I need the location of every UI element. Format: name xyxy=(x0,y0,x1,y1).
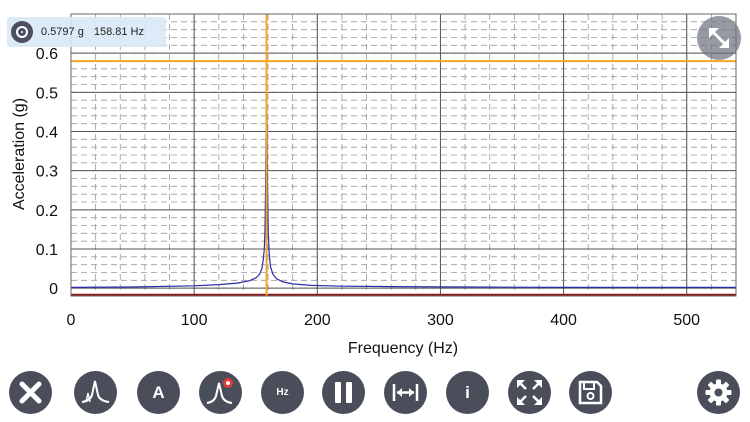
x-tick-label: 500 xyxy=(673,312,700,329)
y-tick-label: 0.1 xyxy=(36,242,58,259)
settings-button[interactable] xyxy=(697,371,740,414)
x-axis-ticks: 0 100 200 300 400 500 xyxy=(67,312,701,329)
x-tick-label: 200 xyxy=(304,312,331,329)
y-tick-label: 0.4 xyxy=(36,125,58,142)
amplitude-button[interactable]: A xyxy=(137,371,180,414)
x-tick-label: 300 xyxy=(427,312,454,329)
series-line xyxy=(70,60,736,288)
grid-minor xyxy=(70,13,737,296)
expand-arrows-icon xyxy=(517,380,542,405)
spectrum-settings-button[interactable] xyxy=(199,371,242,414)
spectrum-gear-icon xyxy=(206,378,233,404)
fit-width-icon xyxy=(392,384,419,401)
fit-range-button[interactable] xyxy=(384,371,427,414)
y-tick-label: 0.5 xyxy=(36,85,58,102)
y-tick-label: 0.2 xyxy=(36,203,58,220)
cursor-readout: 0.5797 g 158.81 Hz xyxy=(7,17,166,47)
spectrum-peak-icon xyxy=(81,380,110,403)
hz-units-button[interactable]: Hz xyxy=(261,371,304,414)
y-tick-label: 0.6 xyxy=(36,46,58,63)
diagonal-arrows-icon xyxy=(709,28,729,48)
pause-button[interactable] xyxy=(322,371,365,414)
zoom-toggle-button[interactable] xyxy=(697,16,741,60)
pause-icon xyxy=(335,382,352,403)
close-button[interactable] xyxy=(9,371,52,414)
grid-major xyxy=(70,14,736,296)
cursor-frequency-value: 158.81 Hz xyxy=(93,26,144,38)
x-tick-label: 0 xyxy=(67,312,76,329)
x-axis-label: Frequency (Hz) xyxy=(348,340,458,357)
y-tick-label: 0.3 xyxy=(36,164,58,181)
y-tick-label: 0 xyxy=(49,281,58,298)
floppy-disk-icon xyxy=(578,380,603,405)
plot-frame xyxy=(70,13,737,297)
gear-icon xyxy=(705,379,732,406)
x-tick-label: 400 xyxy=(550,312,577,329)
spectrum-button[interactable] xyxy=(74,371,117,414)
crosshair-target-icon xyxy=(11,21,33,43)
y-axis-label: Acceleration (g) xyxy=(11,98,28,210)
info-button[interactable]: i xyxy=(446,371,489,414)
x-tick-label: 100 xyxy=(181,312,208,329)
cursor-amplitude-value: 0.5797 g xyxy=(41,26,84,38)
save-button[interactable] xyxy=(569,371,612,414)
close-icon xyxy=(19,381,42,404)
fullscreen-button[interactable] xyxy=(508,371,551,414)
y-axis-ticks: 0 0.1 0.2 0.3 0.4 0.5 0.6 xyxy=(36,46,58,298)
